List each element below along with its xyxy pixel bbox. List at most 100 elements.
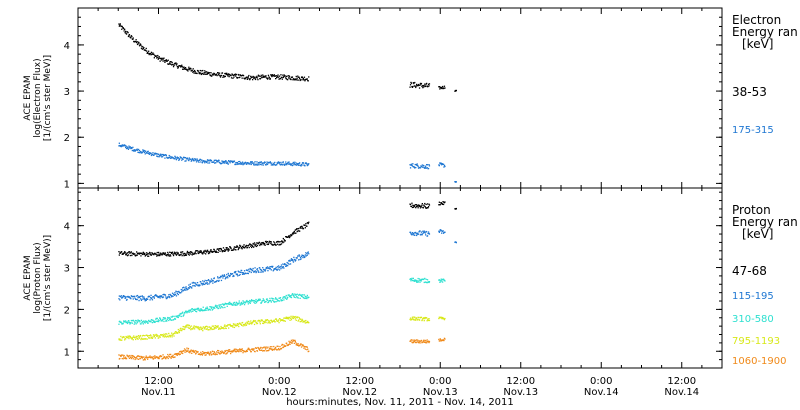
electron-data-point (412, 85, 414, 88)
proton-data-point (296, 230, 298, 233)
proton-data-point (145, 254, 147, 256)
electron-data-point (236, 163, 238, 166)
proton-data-point (164, 253, 166, 255)
proton-data-point (256, 244, 259, 247)
proton-data-point (142, 321, 144, 323)
electron-data-point (414, 167, 416, 169)
proton-data-point (163, 318, 166, 320)
proton-data-point (255, 302, 258, 304)
electron-data-point (419, 167, 422, 169)
electron-data-point (281, 78, 283, 80)
proton-data-point (270, 348, 272, 350)
proton-data-point (417, 281, 420, 283)
proton-data-point (288, 340, 290, 342)
proton-data-point (308, 253, 310, 255)
proton-data-point (213, 249, 215, 251)
proton-data-point (211, 251, 213, 253)
proton-data-point (266, 241, 269, 243)
proton-data-point (269, 348, 271, 350)
proton-data-point (412, 279, 414, 281)
electron-data-point (148, 50, 150, 52)
proton-data-point (264, 270, 266, 272)
x-tick-date-label: Nov.13 (423, 387, 458, 398)
electron-data-point (210, 159, 213, 162)
electron-data-point (276, 77, 278, 79)
proton-data-point (167, 357, 169, 360)
proton-data-point (150, 357, 152, 359)
electron-data-point (307, 163, 309, 165)
proton-data-point (174, 252, 177, 254)
proton-data-point (214, 250, 216, 252)
electron-data-point (220, 74, 223, 77)
proton-data-point (259, 299, 261, 301)
proton-data-point (141, 295, 143, 297)
proton-data-point (187, 288, 189, 290)
proton-data-point (137, 335, 140, 337)
proton-data-point (194, 350, 196, 352)
proton-data-point (211, 279, 213, 281)
proton-data-point (283, 320, 285, 322)
electron-data-point (216, 161, 218, 163)
proton-data-point (250, 245, 252, 247)
proton-data-point (189, 286, 191, 288)
proton-data-point (265, 240, 267, 242)
proton-data-point (229, 275, 231, 278)
proton-data-point (120, 321, 122, 323)
proton-data-point (196, 284, 198, 286)
proton-data-point (156, 320, 158, 322)
proton-data-point (198, 327, 200, 329)
electron-data-point (120, 25, 122, 28)
electron-data-point (162, 154, 165, 157)
proton-data-point (286, 297, 288, 300)
proton-data-point (188, 309, 190, 312)
electron-data-point (413, 166, 415, 168)
proton-data-point (241, 349, 244, 352)
proton-data-point (226, 248, 228, 250)
proton-data-point (425, 234, 427, 236)
proton-data-point (255, 322, 258, 324)
proton-data-point (197, 285, 200, 287)
proton-data-point (276, 298, 278, 301)
proton-data-point (411, 234, 413, 236)
proton-data-point (233, 247, 235, 250)
proton-data-point (191, 287, 193, 289)
electron-data-point (150, 51, 153, 53)
proton-data-point (143, 356, 145, 358)
proton-series-310-580 (118, 277, 446, 325)
electron-data-point (428, 83, 431, 85)
proton-data-point (189, 350, 191, 353)
proton-data-point (142, 298, 144, 300)
proton-data-point (254, 270, 257, 272)
proton-data-point (188, 327, 190, 329)
proton-data-point (163, 336, 166, 338)
electron-data-point (306, 164, 308, 167)
proton-data-point (307, 251, 309, 253)
proton-data-point (304, 320, 306, 322)
proton-data-point (137, 355, 139, 357)
proton-data-point (243, 304, 246, 306)
proton-data-point (174, 332, 176, 335)
proton-data-point (182, 251, 184, 253)
electron-data-point (291, 76, 294, 78)
electron-data-point (138, 45, 141, 47)
proton-data-point (216, 279, 218, 282)
electron-data-point (287, 162, 289, 164)
proton-data-point (297, 228, 299, 230)
proton-data-point (216, 325, 218, 327)
electron-data-point (170, 63, 172, 65)
proton-data-point (307, 348, 309, 350)
proton-data-point (292, 317, 295, 320)
proton-data-point (298, 316, 300, 319)
electron-data-point (125, 146, 127, 149)
proton-data-point (442, 281, 444, 283)
proton-data-point (230, 324, 232, 327)
proton-data-point (158, 356, 160, 359)
proton-data-point (233, 301, 236, 304)
proton-data-point (421, 234, 423, 236)
electron-ylabel-line: ACE EPAM (23, 75, 33, 120)
proton-data-point (276, 349, 278, 351)
electron-data-point (414, 81, 416, 84)
electron-data-point (237, 163, 239, 165)
proton-data-point (216, 280, 218, 282)
electron-data-point (146, 52, 148, 54)
